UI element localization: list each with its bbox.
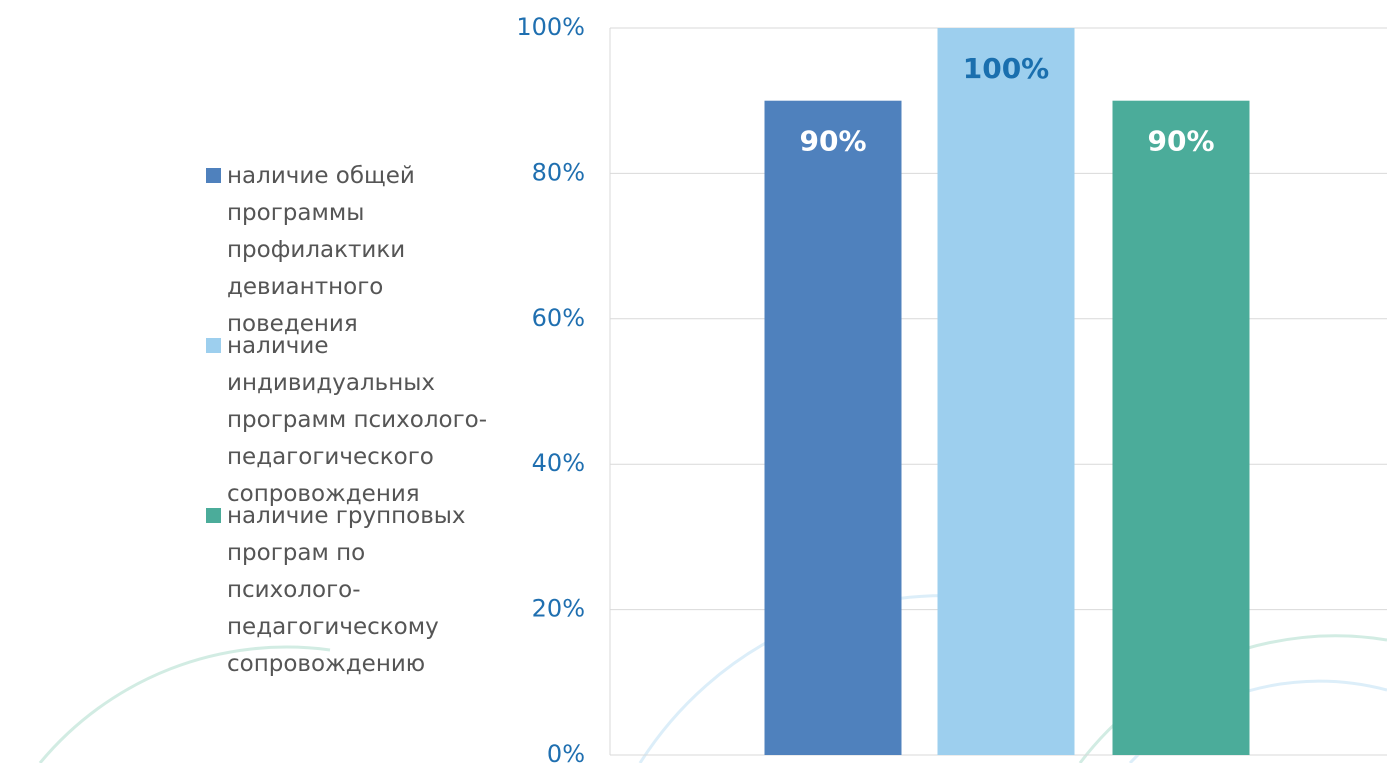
y-tick-label: 20%	[532, 595, 585, 623]
y-tick-label: 60%	[532, 304, 585, 332]
y-tick-label: 100%	[516, 13, 585, 41]
legend-entry: наличие групповых програм по психолого-п…	[206, 498, 506, 683]
y-tick-label: 80%	[532, 158, 585, 186]
legend-entry: наличие индивидуальных программ психолог…	[206, 328, 506, 513]
y-tick-label: 40%	[532, 449, 585, 477]
legend-label: наличие групповых програм по психолого-п…	[227, 503, 466, 677]
bar	[937, 28, 1075, 755]
bar	[1112, 100, 1250, 755]
legend-swatch	[206, 508, 221, 523]
data-label: 90%	[799, 125, 866, 158]
legend-label: наличие индивидуальных программ психолог…	[227, 333, 488, 507]
legend-swatch	[206, 168, 221, 183]
legend-label: наличие общей программы профилактики дев…	[227, 163, 415, 337]
data-label: 90%	[1147, 125, 1214, 158]
legend-swatch	[206, 338, 221, 353]
bar	[764, 100, 902, 755]
y-tick-label: 0%	[547, 740, 585, 763]
legend-entry: наличие общей программы профилактики дев…	[206, 158, 506, 343]
data-label: 100%	[963, 52, 1050, 85]
